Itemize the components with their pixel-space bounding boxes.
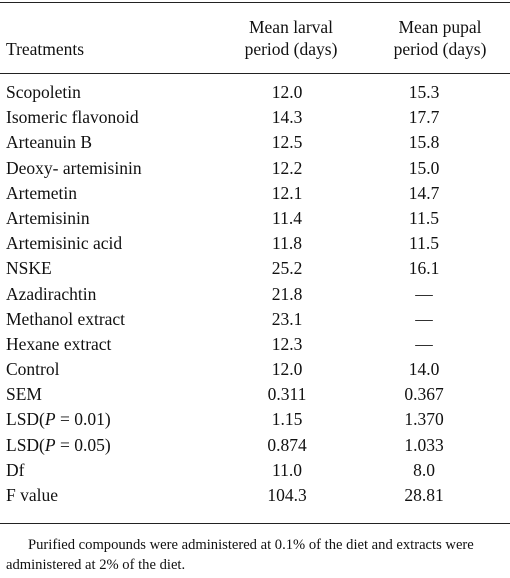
treatment-cell: Artemetin xyxy=(6,182,77,203)
table-row: Methanol extract 23.1 — xyxy=(0,307,510,332)
larval-period-cell: 104.3 xyxy=(267,485,307,505)
larval-period-cell: 12.0 xyxy=(271,82,303,102)
pupal-period-cell: 11.5 xyxy=(409,207,439,228)
larval-period-cell: 12.5 xyxy=(271,132,303,153)
larval-period-cell: 0.311 xyxy=(267,384,307,405)
treatment-cell: NSKE xyxy=(6,258,52,279)
pupal-period-cell: — xyxy=(415,308,433,329)
table-row: SEM 0.311 0.367 xyxy=(0,382,510,407)
pupal-period-cell: 1.370 xyxy=(404,409,444,430)
table-bottom-rule xyxy=(0,523,510,524)
table-top-rule xyxy=(0,2,510,3)
larval-period-cell: 12.2 xyxy=(271,157,303,178)
larval-period-cell: 12.1 xyxy=(271,182,303,203)
larval-period-cell: 14.3 xyxy=(271,107,303,128)
pupal-period-cell: — xyxy=(415,283,433,304)
pupal-period-cell: 14.0 xyxy=(408,359,440,380)
header-pupal-line1: Mean pupal xyxy=(398,17,482,37)
header-larval-line2: period (days) xyxy=(244,39,338,59)
table-row: Scopoletin 12.0 15.3 xyxy=(0,80,510,105)
treatment-cell: LSD(P = 0.01) xyxy=(6,409,111,430)
header-treatments-label: Treatments xyxy=(6,39,85,59)
table-row: Azadirachtin 21.8 — xyxy=(0,282,510,307)
larval-period-cell: 11.8 xyxy=(272,233,302,254)
table-row: Artemisinin 11.4 11.5 xyxy=(0,206,510,231)
table-row: Isomeric flavonoid 14.3 17.7 xyxy=(0,105,510,130)
treatment-cell: SEM xyxy=(6,384,42,405)
header-larval-line1: Mean larval xyxy=(248,17,334,37)
table-row: F value 104.3 28.81 xyxy=(0,483,510,508)
pupal-period-cell: 28.81 xyxy=(404,485,444,505)
table-body: Scopoletin 12.0 15.3 Isomeric flavonoid 14.3… xyxy=(0,80,510,508)
pupal-period-cell: 0.367 xyxy=(404,384,444,405)
treatment-cell: Artemisinin xyxy=(6,207,90,228)
treatment-cell: Arteanuin B xyxy=(6,132,93,153)
larval-period-cell: 21.8 xyxy=(271,283,303,304)
larval-period-cell: 12.0 xyxy=(271,359,303,380)
larval-period-cell: 11.4 xyxy=(272,207,302,228)
pupal-period-cell: 8.0 xyxy=(413,459,435,480)
table-row: Control 12.0 14.0 xyxy=(0,357,510,382)
pupal-period-cell: 16.1 xyxy=(408,258,440,279)
larval-period-cell: 1.15 xyxy=(271,409,303,430)
larval-period-cell: 0.874 xyxy=(267,434,307,455)
treatment-cell: Isomeric flavonoid xyxy=(6,107,139,128)
pupal-period-cell: — xyxy=(415,333,433,354)
table-row: Artemisinic acid 11.8 11.5 xyxy=(0,231,510,256)
header-pupal-line2: period (days) xyxy=(393,39,487,59)
treatment-cell: LSD(P = 0.05) xyxy=(6,434,111,455)
pupal-period-cell: 17.7 xyxy=(408,107,440,128)
header-treatments: Treatments xyxy=(6,38,84,60)
table-row: Arteanuin B 12.5 15.8 xyxy=(0,130,510,155)
treatment-cell: Azadirachtin xyxy=(6,283,97,304)
treatment-cell: Hexane extract xyxy=(6,333,112,354)
pupal-period-cell: 15.0 xyxy=(408,157,440,178)
table-row: Deoxy- artemisinin 12.2 15.0 xyxy=(0,156,510,181)
pupal-period-cell: 11.5 xyxy=(409,233,439,254)
table-row: Df 11.0 8.0 xyxy=(0,458,510,483)
treatment-cell: Artemisinic acid xyxy=(6,233,123,254)
table-footnote: Purified compounds were administered at … xyxy=(6,537,474,573)
pupal-period-cell: 15.3 xyxy=(408,82,440,102)
table-row: LSD(P = 0.01) 1.15 1.370 xyxy=(0,407,510,432)
treatment-cell: Scopoletin xyxy=(6,82,81,102)
treatment-cell: Control xyxy=(6,359,60,380)
larval-period-cell: 11.0 xyxy=(272,459,302,480)
larval-period-cell: 25.2 xyxy=(271,258,303,279)
treatment-cell: Methanol extract xyxy=(6,308,126,329)
table-row: Artemetin 12.1 14.7 xyxy=(0,181,510,206)
pupal-period-cell: 14.7 xyxy=(408,182,440,203)
treatment-cell: Deoxy- artemisinin xyxy=(6,157,142,178)
pupal-period-cell: 15.8 xyxy=(408,132,440,153)
larval-period-cell: 23.1 xyxy=(271,308,303,329)
table-row: LSD(P = 0.05) 0.874 1.033 xyxy=(0,433,510,458)
treatment-cell: F value xyxy=(6,485,59,505)
larval-period-cell: 12.3 xyxy=(271,333,303,354)
table-row: Hexane extract 12.3 — xyxy=(0,332,510,357)
header-larval-period: Mean larval period (days) xyxy=(220,16,362,60)
table-row: NSKE 25.2 16.1 xyxy=(0,256,510,281)
header-rule xyxy=(0,73,510,74)
pupal-period-cell: 1.033 xyxy=(404,434,444,455)
header-pupal-period: Mean pupal period (days) xyxy=(370,16,510,60)
treatment-cell: Df xyxy=(6,459,25,480)
